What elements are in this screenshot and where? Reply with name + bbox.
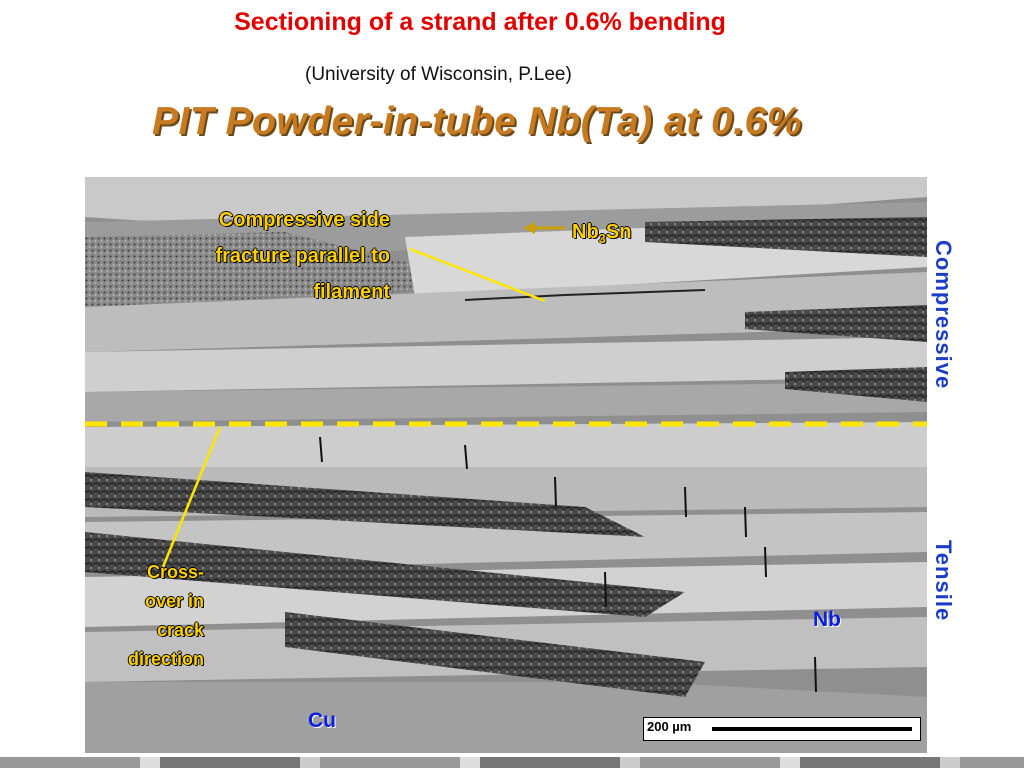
crossover-note-line-3: crack — [156, 620, 204, 640]
slide-subtitle: PIT Powder-in-tube Nb(Ta) at 0.6% — [152, 100, 802, 143]
crossover-note: Cross- over in crack direction — [100, 558, 204, 674]
crossover-note-line-1: Cross- — [146, 562, 204, 582]
nb3sn-tail: Sn — [605, 221, 632, 243]
compressive-note-line-3: filament — [313, 281, 390, 303]
slide-title: Sectioning of a strand after 0.6% bendin… — [234, 8, 726, 36]
nb3sn-label: Nb3Sn — [572, 214, 631, 257]
nb3sn-base: Nb — [572, 221, 599, 243]
bottom-image-strip — [0, 757, 1024, 768]
compressive-note-line-1: Compressive side — [218, 209, 390, 231]
micrograph-image — [85, 177, 927, 753]
cu-label: Cu — [308, 709, 336, 732]
compressive-fracture-note: Compressive side fracture parallel to fi… — [120, 202, 390, 310]
compressive-side-label: Compressive — [931, 240, 956, 390]
tensile-side-label: Tensile — [931, 540, 956, 622]
scale-bar-line — [712, 727, 912, 731]
nb3sn-subscript: 3 — [598, 231, 606, 246]
nb-label: Nb — [813, 608, 841, 631]
compressive-note-line-2: fracture parallel to — [215, 245, 390, 267]
crossover-note-line-2: over in — [144, 591, 204, 611]
crossover-note-line-4: direction — [127, 649, 204, 669]
source-credit: (University of Wisconsin, P.Lee) — [305, 64, 572, 85]
scale-bar-label: 200 µm — [647, 719, 692, 734]
